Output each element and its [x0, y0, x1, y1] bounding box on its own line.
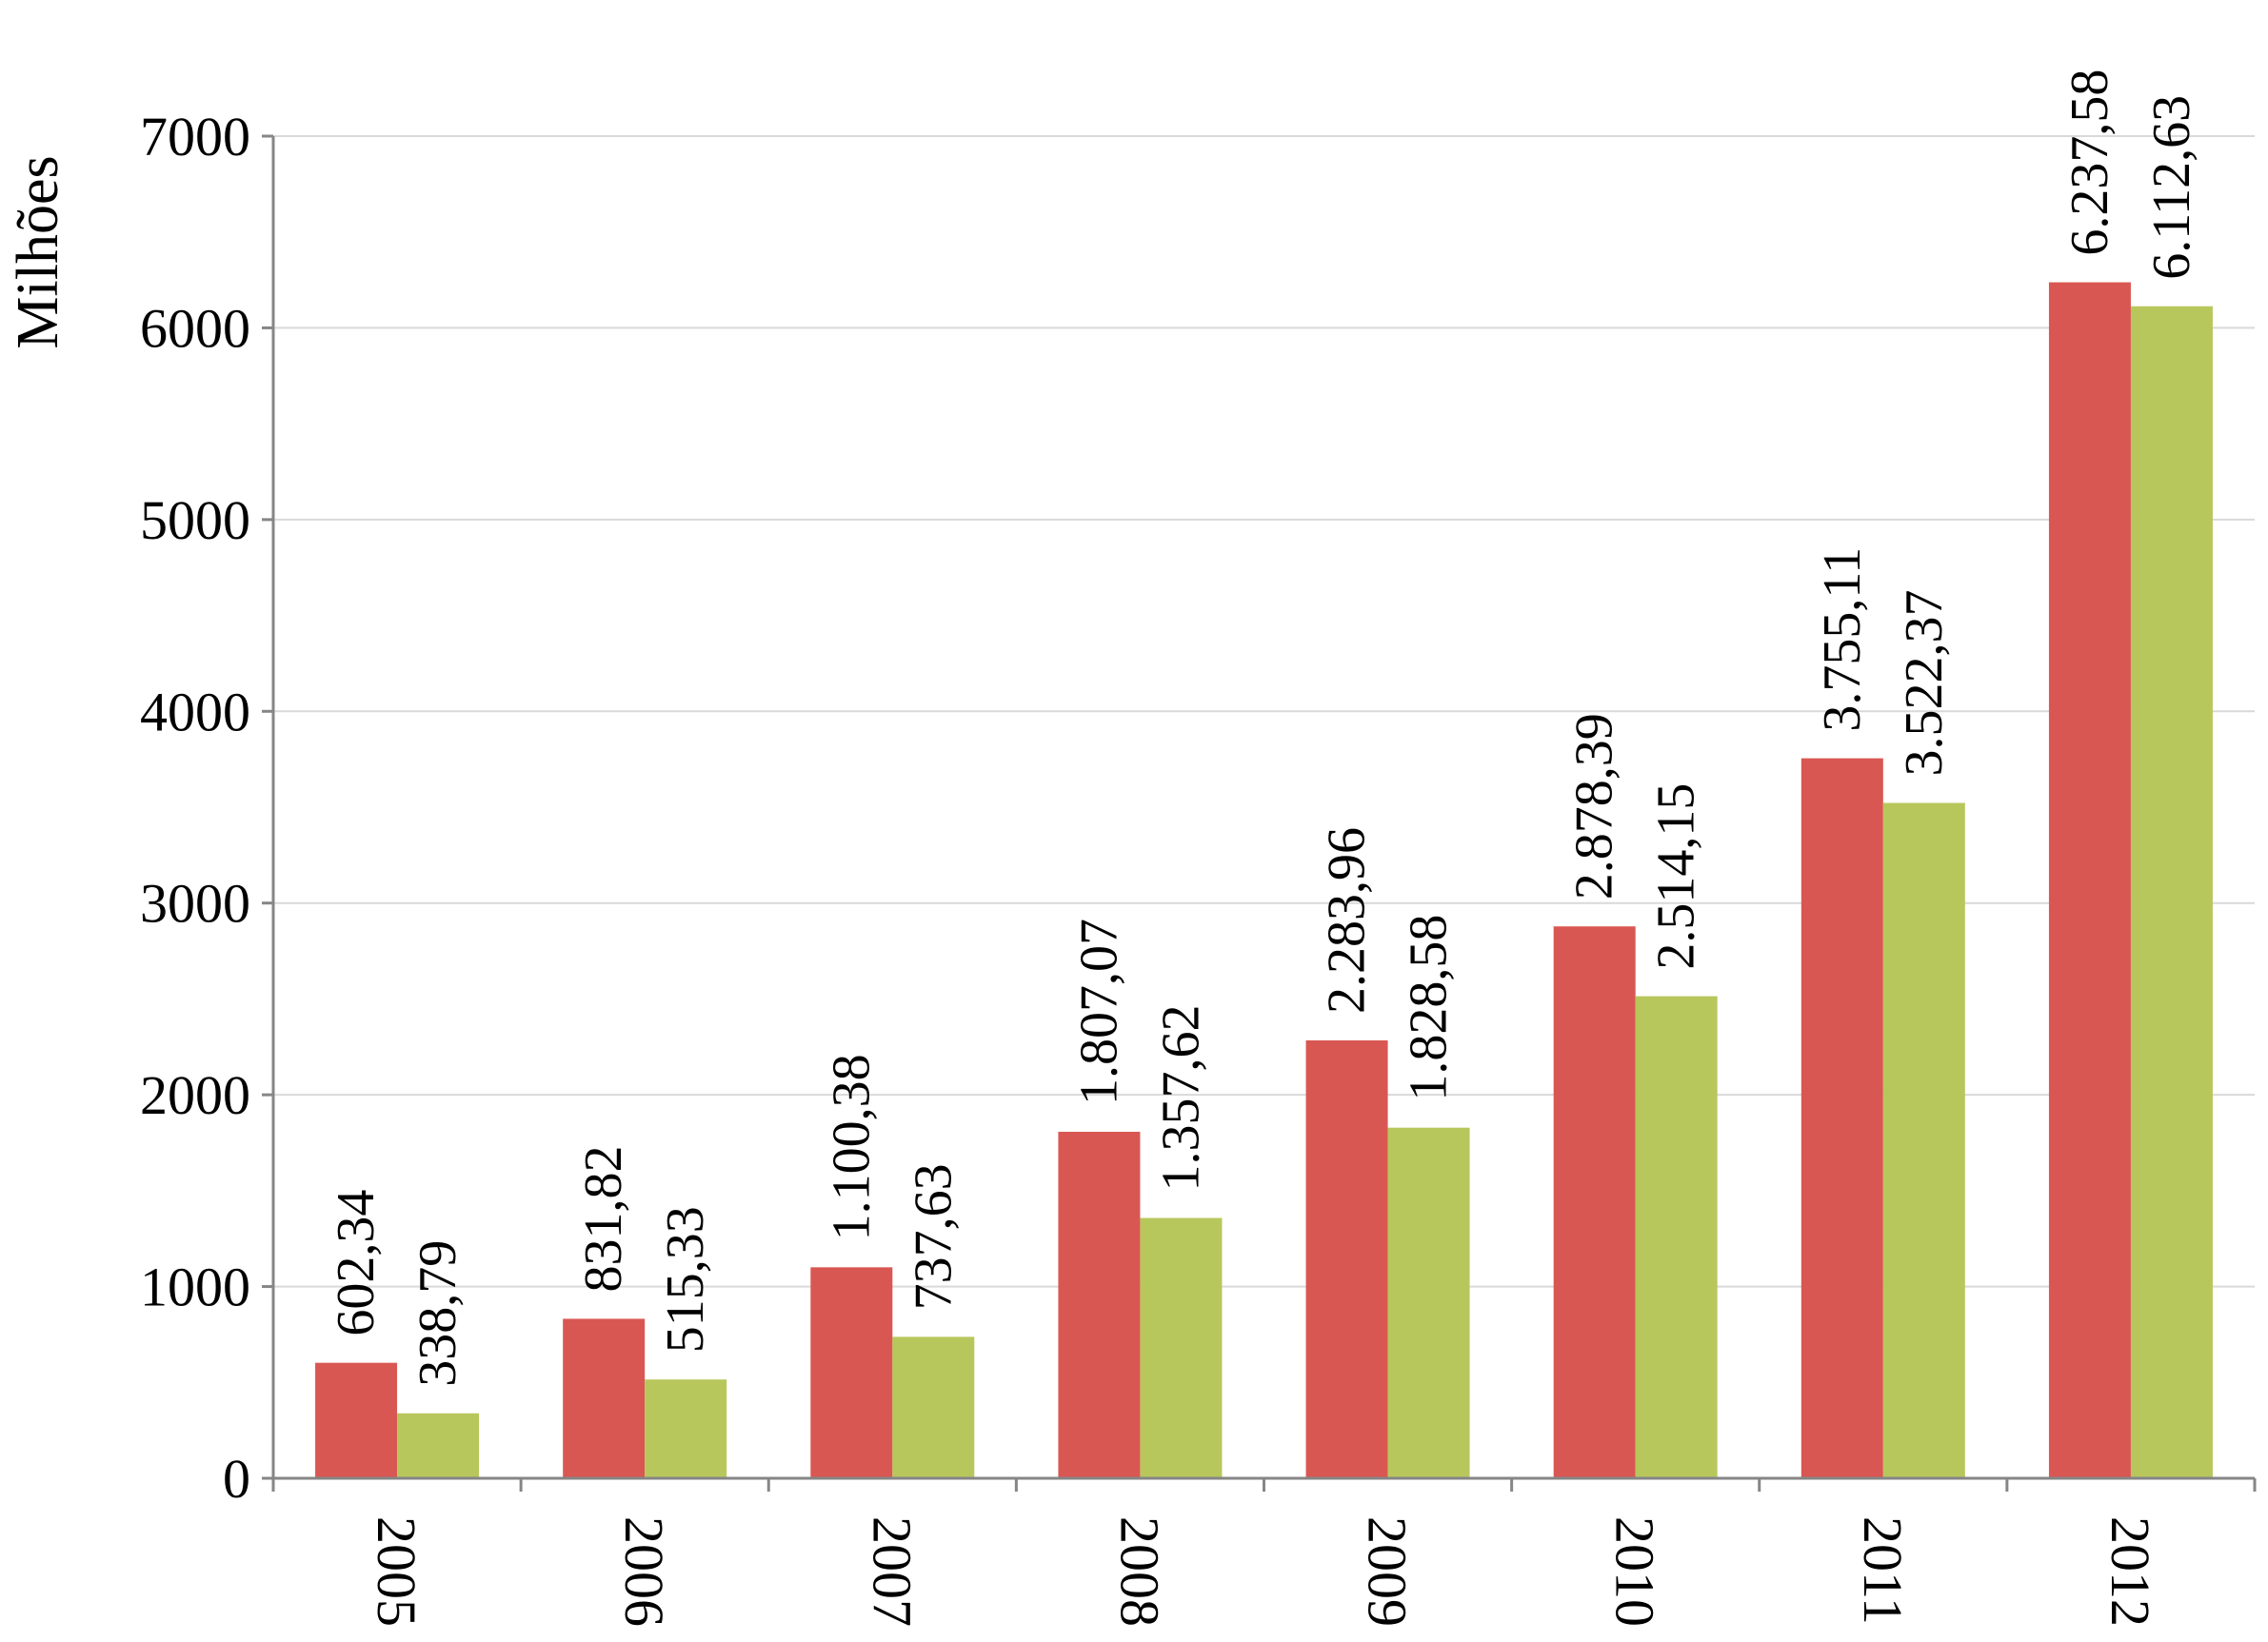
- data-label: 515,33: [656, 1206, 715, 1353]
- bar-series-2: [397, 1413, 480, 1478]
- bar-series-2: [2130, 306, 2213, 1478]
- bar-series-1: [2048, 282, 2131, 1478]
- data-label: 6.237,58: [2060, 69, 2119, 256]
- y-tick-label: 2000: [140, 1064, 250, 1126]
- x-tick-label: 2009: [1357, 1516, 1419, 1627]
- x-tick-label: 2007: [861, 1516, 923, 1627]
- bar-series-1: [315, 1362, 398, 1478]
- bar-series-2: [1387, 1127, 1470, 1478]
- data-label: 1.807,07: [1069, 919, 1128, 1105]
- y-tick-label: 7000: [140, 106, 250, 168]
- gridlines: [273, 135, 2255, 1288]
- bar-series-2: [1882, 802, 1965, 1478]
- x-tick-label: 2012: [2099, 1516, 2161, 1627]
- y-tick-label: 1000: [140, 1256, 250, 1318]
- data-label: 737,63: [904, 1163, 963, 1310]
- y-axis-label: Milhões: [6, 155, 70, 348]
- bar-series-1: [810, 1267, 893, 1478]
- x-tick-label: 2010: [1604, 1516, 1666, 1627]
- data-label: 1.100,38: [822, 1054, 881, 1240]
- y-tick-label: 5000: [140, 489, 250, 551]
- bars: [315, 282, 2213, 1478]
- y-tick-label: 6000: [140, 297, 250, 359]
- data-label: 1.828,58: [1400, 915, 1459, 1101]
- data-label: 6.112,63: [2142, 95, 2201, 280]
- data-label: 2.878,39: [1565, 713, 1624, 900]
- x-tick-label: 2006: [613, 1516, 675, 1627]
- bar-series-2: [645, 1379, 727, 1478]
- x-tick-label: 2005: [366, 1516, 428, 1627]
- bar-series-1: [563, 1318, 646, 1478]
- data-label: 1.357,62: [1151, 1005, 1210, 1192]
- data-label: 602,34: [327, 1190, 386, 1336]
- data-label: 2.514,15: [1647, 783, 1706, 970]
- bar-series-1: [1553, 926, 1636, 1478]
- data-label: 3.522,37: [1895, 589, 1954, 776]
- data-labels: 602,34 338,79 831,82 515,33 1.100,38 737,63 1.…: [327, 69, 2201, 1387]
- bar-series-1: [1800, 758, 1883, 1478]
- data-label: 338,79: [408, 1240, 468, 1387]
- bar-series-1: [1058, 1132, 1141, 1478]
- y-tick-label: 3000: [140, 873, 250, 935]
- bar-series-2: [1635, 996, 1718, 1478]
- bar-series-1: [1305, 1039, 1388, 1478]
- y-tick-label: 4000: [140, 681, 250, 742]
- data-label: 2.283,96: [1318, 827, 1377, 1014]
- bar-series-2: [1140, 1217, 1223, 1478]
- x-tick-label: 2011: [1852, 1516, 1914, 1625]
- axes: 0 1000 2000 3000 4000 5000 6000 7000 2005 2006 200…: [140, 106, 2257, 1627]
- data-label: 3.755,11: [1813, 547, 1872, 732]
- bar-series-2: [892, 1336, 975, 1478]
- y-tick-label: 0: [223, 1448, 250, 1510]
- x-tick-label: 2008: [1108, 1516, 1170, 1627]
- data-label: 831,82: [574, 1145, 633, 1292]
